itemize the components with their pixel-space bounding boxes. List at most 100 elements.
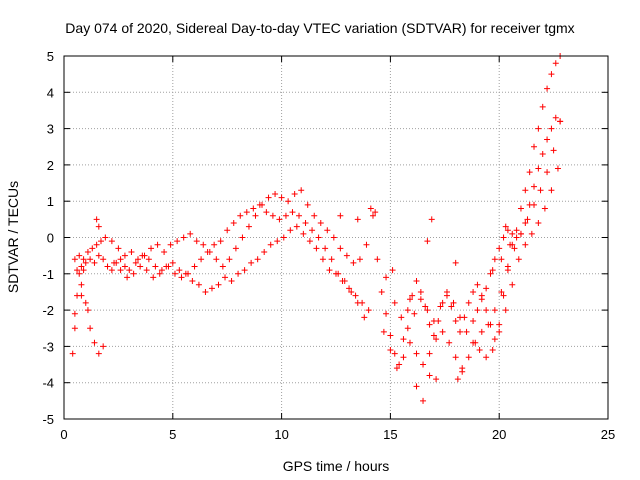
data-point [396, 361, 403, 368]
data-point [169, 259, 176, 266]
data-point [526, 201, 533, 208]
data-point [163, 263, 170, 270]
x-tick-label: 0 [60, 427, 67, 442]
data-point [104, 263, 111, 270]
data-point [544, 169, 551, 176]
data-point [406, 296, 413, 303]
data-point [485, 321, 492, 328]
data-point [535, 219, 542, 226]
data-point [389, 267, 396, 274]
series-track-7 [470, 114, 564, 324]
data-point [504, 267, 511, 274]
data-point [426, 350, 433, 357]
data-point [465, 354, 472, 361]
data-point [111, 259, 118, 266]
data-point [274, 238, 281, 245]
x-tick-label: 15 [383, 427, 397, 442]
data-point [91, 259, 98, 266]
data-point [291, 190, 298, 197]
data-point [95, 350, 102, 357]
data-point [413, 278, 420, 285]
data-point [102, 234, 109, 241]
series-track-6 [391, 165, 561, 361]
series-track-2 [71, 187, 376, 270]
data-point [430, 317, 437, 324]
data-point [339, 278, 346, 285]
data-point [154, 241, 161, 248]
data-point [539, 103, 546, 110]
data-point [143, 267, 150, 274]
data-point [337, 245, 344, 252]
data-point [463, 328, 470, 335]
data-point [363, 241, 370, 248]
data-point [265, 194, 272, 201]
y-tick-label: 4 [47, 85, 54, 100]
data-point [483, 354, 490, 361]
y-tick-label: 5 [47, 49, 54, 64]
data-point [178, 274, 185, 281]
data-point [517, 230, 524, 237]
data-point [465, 299, 472, 306]
data-point [324, 227, 331, 234]
data-point [507, 241, 514, 248]
data-point [121, 252, 128, 259]
data-point [478, 296, 485, 303]
data-point [148, 245, 155, 252]
data-point [413, 383, 420, 390]
data-point [141, 252, 148, 259]
data-point [180, 234, 187, 241]
data-point [276, 216, 283, 223]
y-tick-label: 2 [47, 158, 54, 173]
data-point [383, 310, 390, 317]
data-point [526, 169, 533, 176]
data-point [150, 274, 157, 281]
data-point [350, 259, 357, 266]
data-point [87, 256, 94, 263]
data-point [454, 376, 461, 383]
data-point [132, 259, 139, 266]
data-point [322, 245, 329, 252]
x-tick-label: 10 [274, 427, 288, 442]
data-point [156, 270, 163, 277]
data-point [552, 114, 559, 121]
data-point [433, 376, 440, 383]
data-point [235, 270, 242, 277]
data-point [391, 299, 398, 306]
data-points [69, 53, 564, 404]
data-point [500, 234, 507, 241]
data-point [319, 256, 326, 263]
data-point [487, 270, 494, 277]
data-point [361, 314, 368, 321]
data-point [89, 245, 96, 252]
data-point [82, 259, 89, 266]
data-point [108, 238, 115, 245]
data-point [224, 227, 231, 234]
data-point [450, 299, 457, 306]
data-point [91, 339, 98, 346]
data-point [531, 183, 538, 190]
data-point [124, 274, 131, 281]
data-point [84, 307, 91, 314]
data-point [121, 263, 128, 270]
data-point [211, 241, 218, 248]
data-point [78, 263, 85, 270]
data-point [537, 187, 544, 194]
data-point [330, 234, 337, 241]
y-tick-label: 3 [47, 122, 54, 137]
data-point [296, 212, 303, 219]
data-point [161, 249, 168, 256]
data-point [198, 256, 205, 263]
data-point [452, 259, 459, 266]
data-point [93, 216, 100, 223]
tick-labels: 0 5 10 15 20 25 -5 -4 -3 -2 -1 0 1 2 3 4 5 [42, 49, 615, 442]
data-point [509, 281, 516, 288]
data-point [496, 328, 503, 335]
data-point [452, 354, 459, 361]
data-point [282, 212, 289, 219]
data-point [500, 292, 507, 299]
data-point [317, 219, 324, 226]
data-point [108, 267, 115, 274]
data-point [457, 328, 464, 335]
data-point [452, 317, 459, 324]
